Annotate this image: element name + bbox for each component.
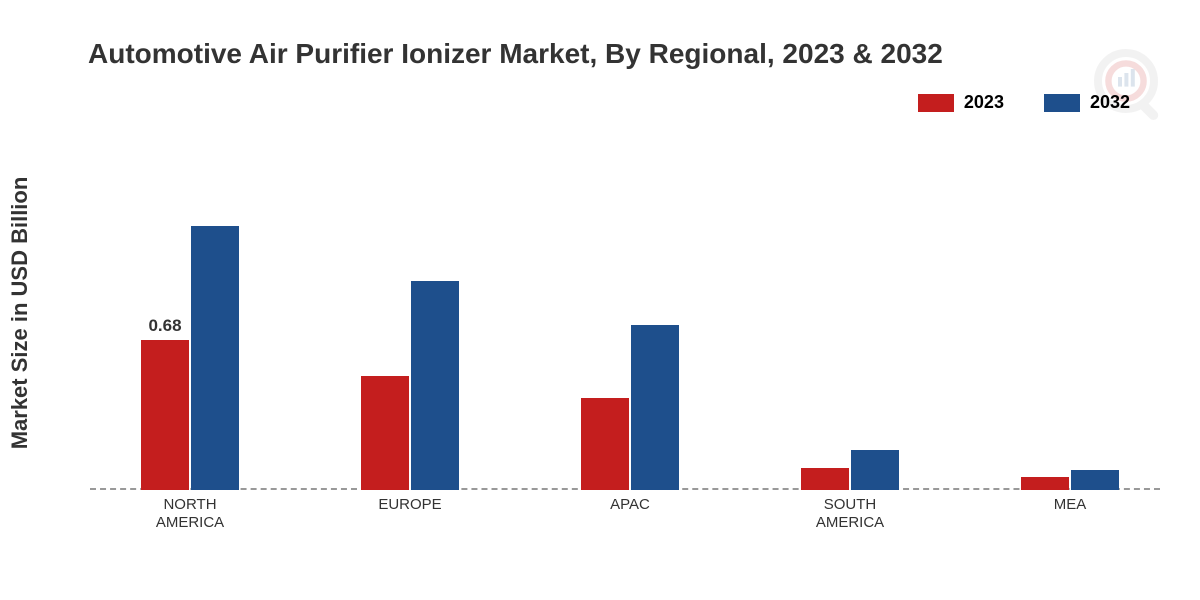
bar-value-label: 0.68 — [148, 316, 181, 336]
bar — [1021, 477, 1069, 490]
bar-group: 0.68 — [130, 226, 250, 490]
legend-swatch-2023 — [918, 94, 954, 112]
bar — [191, 226, 239, 490]
x-tick-label: MEA — [1000, 496, 1140, 514]
bar — [851, 450, 899, 490]
x-tick-label: EUROPE — [340, 496, 480, 514]
legend-label-2032: 2032 — [1090, 92, 1130, 113]
legend-item-2023: 2023 — [918, 92, 1004, 113]
bar: 0.68 — [141, 340, 189, 490]
bar — [361, 376, 409, 490]
plot-area: 0.68 — [90, 160, 1160, 490]
y-axis-label: Market Size in USD Billion — [7, 177, 33, 450]
bar — [581, 398, 629, 490]
x-tick-label: NORTHAMERICA — [120, 496, 260, 532]
watermark-logo — [1090, 45, 1170, 125]
x-tick-label: APAC — [560, 496, 700, 514]
legend: 2023 2032 — [918, 92, 1130, 113]
legend-item-2032: 2032 — [1044, 92, 1130, 113]
legend-swatch-2032 — [1044, 94, 1080, 112]
bar — [631, 325, 679, 490]
bar-group — [1010, 470, 1130, 490]
bar — [1071, 470, 1119, 490]
bar-group — [570, 325, 690, 490]
bar — [411, 281, 459, 490]
legend-label-2023: 2023 — [964, 92, 1004, 113]
bar — [801, 468, 849, 490]
chart-title: Automotive Air Purifier Ionizer Market, … — [88, 38, 943, 70]
bar-group — [350, 281, 470, 490]
x-tick-label: SOUTHAMERICA — [780, 496, 920, 532]
x-axis-labels: NORTHAMERICA EUROPE APAC SOUTHAMERICA MEA — [90, 496, 1160, 546]
bar-group — [790, 450, 910, 490]
